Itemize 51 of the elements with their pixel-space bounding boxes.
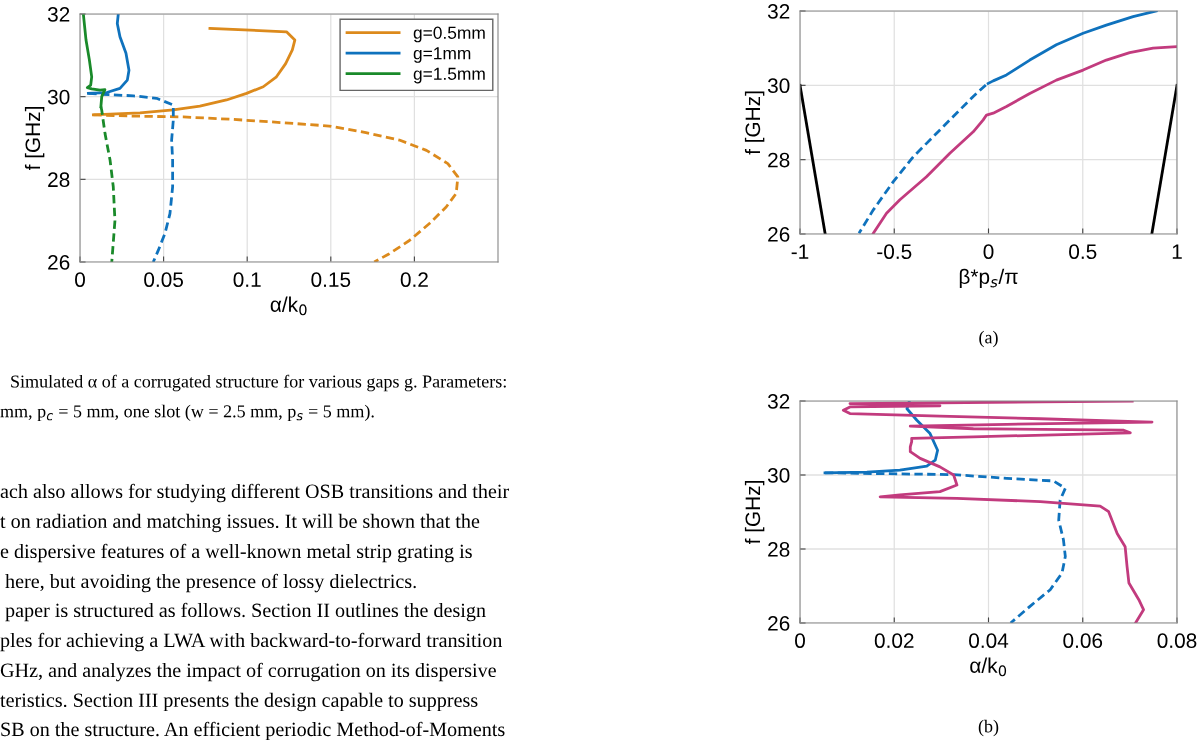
y-axis-title: f [GHz] <box>744 91 765 155</box>
text: t on radiation and matching issues. It will be shown that the <box>0 513 480 533</box>
line-series <box>841 401 1154 623</box>
x-tick-label: 0.04 <box>969 633 1009 649</box>
legend-label: g=1.5mm <box>413 67 485 84</box>
y-tick-label: 32 <box>767 4 790 19</box>
x-tick-label: 0.1 <box>233 272 261 288</box>
line-series <box>871 45 1177 234</box>
x-tick-label: 0.02 <box>874 633 914 649</box>
text: (b) <box>978 719 999 737</box>
x-tick-label: 0 <box>75 272 85 288</box>
y-tick-label: 28 <box>48 172 70 188</box>
x-tick-label: 0 <box>795 633 805 649</box>
y-tick-label: 32 <box>767 394 790 409</box>
y-axis-title: f [GHz] <box>24 107 45 171</box>
x-tick-label: -1 <box>791 244 809 259</box>
x-tick-label: 0.2 <box>400 272 428 288</box>
y-tick-label: 32 <box>47 7 70 22</box>
x-tick-label: 0.05 <box>144 272 183 288</box>
text: ples for achieving a LWA with backward-to-forward transition <box>0 632 503 652</box>
text: mm, p$_{c}$ = 5 mm, one slot (w = 2.5 mm, p$_{s}$ = 5 mm). <box>0 404 374 422</box>
text: Simulated α of a corrugated structure for various gaps g. Parameters: <box>11 374 506 392</box>
legend-label: g=0.5mm <box>413 26 485 43</box>
text: teristics. Section III presents the design capable to suppress <box>0 692 478 712</box>
x-axis-title: α/k$_{0}$ <box>270 296 307 316</box>
x-tick-label: 0.15 <box>311 272 351 288</box>
x-tick-label: 1 <box>1172 244 1182 259</box>
x-tick-label: 0.08 <box>1157 633 1197 649</box>
legend-label: g=1mm <box>413 47 471 63</box>
x-axis-title: α/k$_{0}$ <box>970 657 1007 677</box>
x-axis-title: β*p$_{s}$/π <box>959 268 1018 289</box>
x-tick-label: 0.06 <box>1063 633 1103 649</box>
text: SB on the structure. An efficient periodic Method-of-Moments <box>1 721 505 740</box>
y-tick-label: 28 <box>768 152 790 168</box>
y-axis-title: f [GHz] <box>744 481 765 545</box>
x-tick-label: -0.5 <box>877 244 912 260</box>
text: here, but avoiding the presence of lossy dielectrics. <box>5 573 416 593</box>
y-tick-label: 26 <box>768 616 790 631</box>
y-tick-label: 26 <box>48 255 70 270</box>
text: GHz, and analyzes the impact of corrugation on its dispersive <box>0 662 496 682</box>
text: (a) <box>979 330 998 348</box>
y-tick-label: 30 <box>767 468 790 483</box>
y-tick-label: 30 <box>767 78 790 94</box>
x-tick-label: 0 <box>983 244 994 260</box>
x-tick-label: 0.5 <box>1069 244 1097 260</box>
text: e dispersive features of a well-known metal strip grating is <box>0 543 472 563</box>
text: ach also allows for studying different OSB transitions and their <box>0 483 509 503</box>
y-tick-label: 30 <box>47 89 70 105</box>
y-tick-label: 26 <box>768 227 790 242</box>
y-tick-label: 28 <box>768 542 790 557</box>
text: paper is structured as follows. Section II outlines the design <box>5 602 486 622</box>
